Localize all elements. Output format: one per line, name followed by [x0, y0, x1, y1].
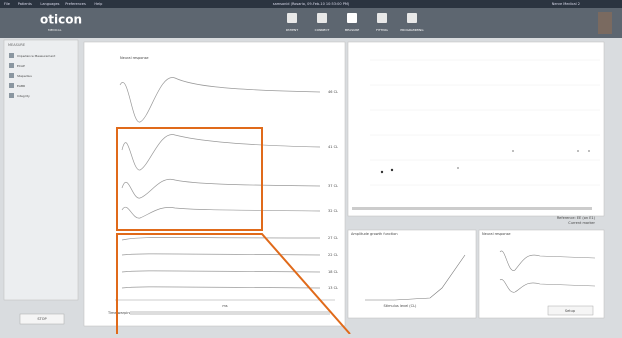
trace	[121, 206, 321, 219]
point	[512, 150, 514, 152]
menu-item[interactable]: Languages	[40, 2, 59, 6]
level-label: 18 CL	[328, 270, 338, 274]
point	[588, 150, 590, 152]
tab-icon[interactable]	[377, 13, 387, 23]
trace	[121, 134, 321, 171]
tab-label[interactable]: FITTING	[376, 28, 388, 32]
grid	[370, 59, 600, 186]
sidebar-item[interactable]: Stapedius	[17, 74, 32, 78]
overview-panel	[347, 41, 605, 217]
menu: File Patients Languages Preferences Help	[4, 2, 103, 6]
trace	[121, 253, 321, 256]
sidebar-title: MEASURE	[8, 43, 25, 47]
level-label: 22 CL	[328, 253, 338, 257]
growth-title: Amplitude growth function	[351, 232, 398, 236]
sidebar-icon	[9, 53, 14, 58]
setup-button[interactable]	[547, 305, 594, 316]
legend-item: Reference: EE (on E1)	[557, 216, 596, 220]
neural-title: Neural response	[120, 56, 149, 60]
logo: oticon	[40, 13, 82, 27]
x-label: ms	[222, 304, 227, 308]
menu-item[interactable]: Preferences	[65, 2, 86, 6]
sidebar-item[interactable]: Impedance Measurement	[17, 54, 56, 58]
legend-item: Current marker	[568, 221, 595, 225]
session-title: samsonid (Rosario, 09-Feb-10 10:53:00 PM…	[273, 2, 350, 6]
point	[380, 170, 384, 174]
levels: 46 CL 41 CL 37 CL 32 CL 27 CL 22 CL 18 CL 13 CL	[328, 90, 338, 290]
sidebar	[3, 39, 79, 301]
growth-panel	[347, 229, 477, 319]
growth-x-label: Stimulus level (CL)	[384, 304, 418, 308]
setup-label: Setup	[565, 309, 576, 313]
traces	[119, 77, 321, 289]
level-label: 13 CL	[328, 286, 338, 290]
sidebar-icon	[9, 93, 14, 98]
user-name: Nerve Medical 2	[552, 2, 580, 6]
highlight-callout	[116, 233, 351, 335]
sidebar-item[interactable]: Integrity	[17, 94, 30, 98]
menu-item[interactable]: Patients	[18, 2, 32, 6]
trace	[121, 286, 321, 289]
level-label: 27 CL	[328, 236, 338, 240]
tab-label[interactable]: PATIENT	[286, 28, 298, 32]
tab-label[interactable]: MEASURE	[345, 28, 360, 32]
sidebar-icon	[9, 83, 14, 88]
level-label: 37 CL	[328, 184, 338, 188]
logo-sub: MEDICAL	[48, 28, 62, 32]
level-label: 41 CL	[328, 145, 338, 149]
stop-button[interactable]	[19, 313, 65, 325]
sidebar-icon	[9, 63, 14, 68]
small-panel	[478, 229, 605, 319]
trace	[121, 270, 321, 273]
tab-icon[interactable]	[347, 13, 357, 23]
scrollbar[interactable]	[352, 207, 592, 210]
trace	[121, 178, 321, 199]
sidebar-items: Impedance Measurement ECAP Stapedius EABR In…	[9, 53, 56, 98]
menu-bar	[0, 0, 622, 8]
annotation	[116, 127, 351, 335]
highlight-box	[116, 127, 263, 231]
menu-item[interactable]: File	[4, 2, 10, 6]
trace	[119, 77, 321, 123]
small-title: Neural response	[482, 232, 511, 236]
level-label: 32 CL	[328, 209, 338, 213]
tab-label[interactable]: PROGRAMMING	[400, 28, 424, 32]
avatar	[598, 12, 612, 34]
tab-icon[interactable]	[407, 13, 417, 23]
trace	[121, 237, 321, 241]
tab-label[interactable]: CONNECT	[315, 28, 330, 32]
point	[577, 150, 579, 152]
menu-item[interactable]: Help	[94, 2, 103, 6]
stop-label: STOP	[37, 317, 46, 321]
sidebar-item[interactable]: EABR	[17, 84, 25, 88]
small-traces	[499, 250, 596, 293]
slider[interactable]	[130, 311, 330, 315]
growth-line	[365, 254, 466, 301]
sidebar-item[interactable]: ECAP	[17, 64, 25, 68]
tab-icon[interactable]	[317, 13, 327, 23]
sidebar-icon	[9, 73, 14, 78]
tab-icon[interactable]	[287, 13, 297, 23]
point	[457, 167, 459, 169]
point	[390, 168, 394, 172]
header	[0, 8, 622, 38]
level-label: 46 CL	[328, 90, 338, 94]
tabs: PATIENT CONNECT MEASURE FITTING PROGRAMMING	[286, 13, 424, 32]
footer-label: Time warping	[107, 311, 132, 315]
